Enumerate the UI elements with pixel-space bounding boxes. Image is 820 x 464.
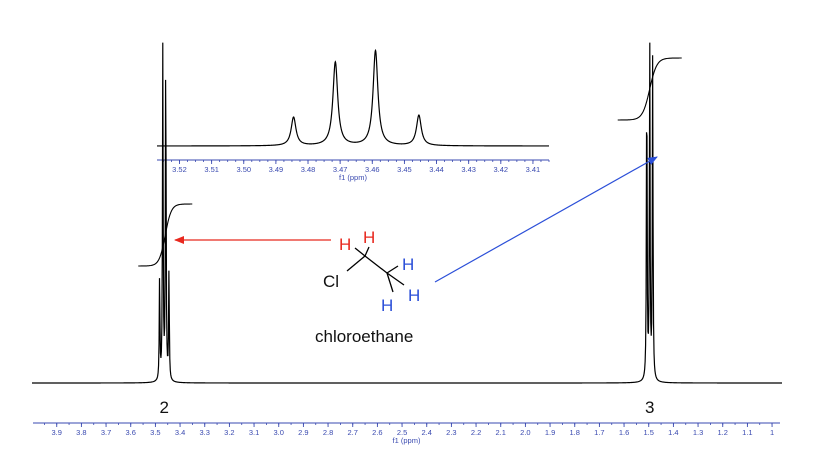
- tick-label: 1.2: [718, 428, 728, 437]
- bond-c1-h-right: [364, 246, 370, 257]
- tick-label: 3.43: [461, 165, 476, 174]
- tick-label: 1.8: [570, 428, 580, 437]
- tick-label: 1: [770, 428, 774, 437]
- tick-label: 2.6: [372, 428, 382, 437]
- tick-label: 1.4: [668, 428, 678, 437]
- tick-label: 3.44: [429, 165, 444, 174]
- tick-label: 3.0: [274, 428, 284, 437]
- tick-label: 3.7: [101, 428, 111, 437]
- blue-assignment-arrow: [434, 156, 658, 283]
- tick-label: 3.48: [301, 165, 316, 174]
- tick-label: 3.5: [150, 428, 160, 437]
- bond-cl-c1: [346, 255, 366, 272]
- integral-label-ch2: 2: [160, 398, 169, 417]
- tick-label: 3.46: [365, 165, 380, 174]
- integral-curve-ch3: [617, 57, 682, 121]
- tick-label: 3.8: [76, 428, 86, 437]
- atom-h-ch3-right: H: [408, 286, 420, 305]
- tick-label: 3.51: [204, 165, 219, 174]
- tick-label: 3.1: [249, 428, 259, 437]
- tick-label: 1.5: [644, 428, 654, 437]
- tick-label: 1.1: [742, 428, 752, 437]
- tick-label: 1.6: [619, 428, 629, 437]
- bond-c1-h-left: [354, 247, 366, 257]
- integral-curve-ch2: [138, 203, 193, 267]
- tick-label: 3.6: [126, 428, 136, 437]
- tick-label: 1.9: [545, 428, 555, 437]
- bond-c2-h-top: [386, 265, 399, 274]
- tick-label: 3.41: [526, 165, 541, 174]
- inset-x-axis-title: f1 (ppm): [339, 173, 367, 182]
- tick-label: 3.47: [333, 165, 348, 174]
- tick-label: 1.7: [594, 428, 604, 437]
- tick-label: 2.3: [446, 428, 456, 437]
- bond-c2-h-right: [386, 272, 405, 286]
- tick-label: 3.42: [493, 165, 508, 174]
- main-spectrum-trace: [32, 42, 782, 384]
- tick-label: 3.4: [175, 428, 185, 437]
- tick-label: 3.50: [236, 165, 251, 174]
- tick-label: 1.3: [693, 428, 703, 437]
- inset-spectrum-trace: [157, 48, 549, 147]
- bond-c1-c2: [364, 255, 388, 274]
- atom-cl: Cl: [323, 272, 339, 291]
- tick-label: 3.3: [200, 428, 210, 437]
- tick-label: 2.5: [397, 428, 407, 437]
- tick-label: 3.52: [172, 165, 187, 174]
- tick-label: 3.2: [224, 428, 234, 437]
- tick-label: 2.9: [298, 428, 308, 437]
- tick-label: 2.0: [520, 428, 530, 437]
- main-x-ticks: 3.9 3.8 3.7 3.6 3.5 3.4 3.3 3.2 3.1 3.0 2.9 2.8 2.7 2…: [44, 423, 774, 437]
- inset-quartet-chart: 3.52 3.51 3.50 3.49 3.48 3.47 3.46 3.45 3.44 3.43…: [157, 48, 550, 182]
- bond-c2-h-bottom: [386, 272, 394, 293]
- tick-label: 2.8: [323, 428, 333, 437]
- tick-label: 2.4: [422, 428, 432, 437]
- atom-h-ch3-bottom: H: [381, 296, 393, 315]
- molecule-name: chloroethane: [315, 327, 413, 346]
- main-spectrum-chart: 3.9 3.8 3.7 3.6 3.5 3.4 3.3 3.2 3.1 3.0 2.9 2.8 2.7 2…: [32, 42, 782, 445]
- main-x-axis-title: f1 (ppm): [393, 436, 421, 445]
- atom-h-ch2-left: H: [339, 235, 351, 254]
- tick-label: 2.1: [496, 428, 506, 437]
- atom-h-ch3-top: H: [402, 255, 414, 274]
- tick-label: 3.45: [397, 165, 412, 174]
- integral-label-ch3: 3: [645, 398, 654, 417]
- tick-label: 3.9: [52, 428, 62, 437]
- atom-h-ch2-right: H: [363, 228, 375, 247]
- chloroethane-structure: Cl H H H H H chloroethane: [315, 228, 420, 346]
- tick-label: 3.49: [269, 165, 284, 174]
- tick-label: 2.7: [348, 428, 358, 437]
- tick-label: 2.2: [471, 428, 481, 437]
- inset-x-ticks: 3.52 3.51 3.50 3.49 3.48 3.47 3.46 3.45 3.44 3.43…: [163, 160, 550, 174]
